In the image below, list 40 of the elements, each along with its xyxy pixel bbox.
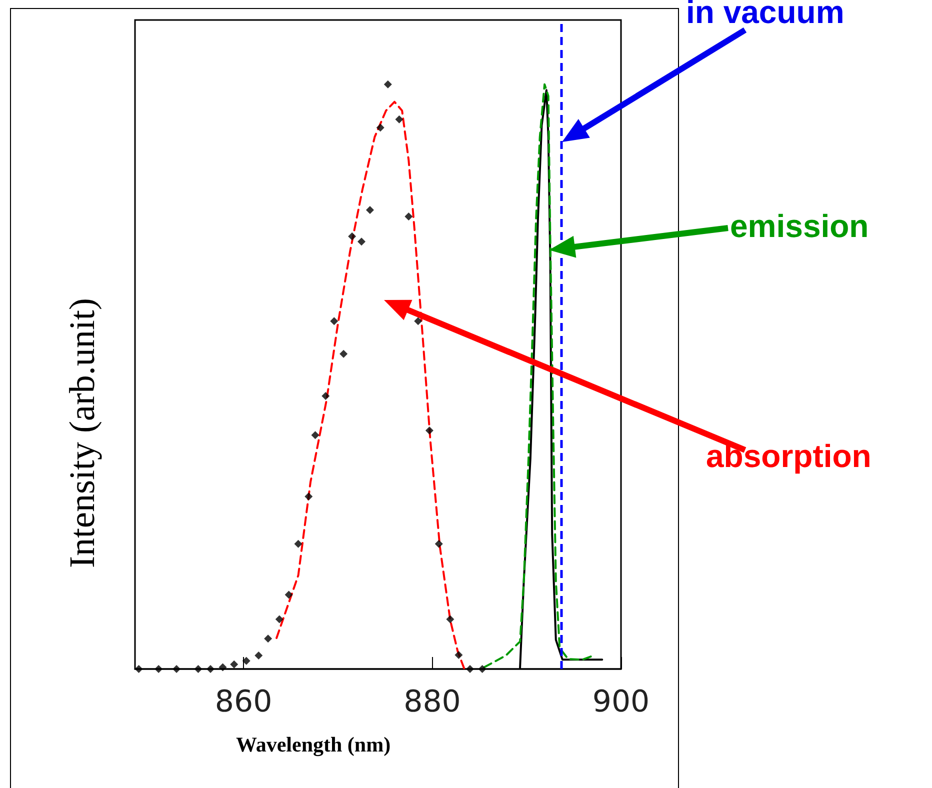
point	[414, 317, 422, 326]
point	[454, 650, 463, 659]
point	[434, 540, 443, 548]
point	[348, 232, 356, 240]
point	[340, 350, 348, 358]
point	[218, 663, 227, 672]
point	[230, 660, 238, 668]
point	[194, 665, 202, 673]
point	[172, 665, 181, 673]
point	[357, 238, 366, 246]
point	[294, 540, 302, 548]
point	[384, 80, 392, 88]
x-axis-title: Wavelength (nm)	[236, 732, 391, 756]
x-tick-label: 900	[592, 684, 650, 720]
x-tick-label: 880	[404, 684, 461, 720]
point	[284, 590, 293, 599]
point	[446, 615, 454, 624]
point	[254, 652, 263, 660]
point	[264, 634, 272, 643]
text: emission	[730, 208, 869, 244]
x-tick-label: 860	[214, 684, 272, 720]
point	[330, 317, 338, 326]
point	[478, 665, 486, 673]
point	[376, 124, 384, 132]
point	[275, 615, 284, 624]
point	[242, 656, 250, 665]
point	[404, 212, 413, 220]
point	[154, 665, 163, 673]
point	[134, 665, 143, 673]
text: absorption	[706, 438, 872, 474]
text: in vacuum	[686, 0, 844, 30]
point	[311, 431, 320, 440]
point	[395, 115, 404, 124]
point	[304, 492, 313, 501]
y-axis-title: Intensity (arb.unit)	[62, 298, 102, 568]
point	[206, 665, 214, 673]
point	[466, 665, 474, 673]
point	[366, 206, 374, 214]
point	[322, 392, 330, 400]
point	[425, 426, 434, 434]
